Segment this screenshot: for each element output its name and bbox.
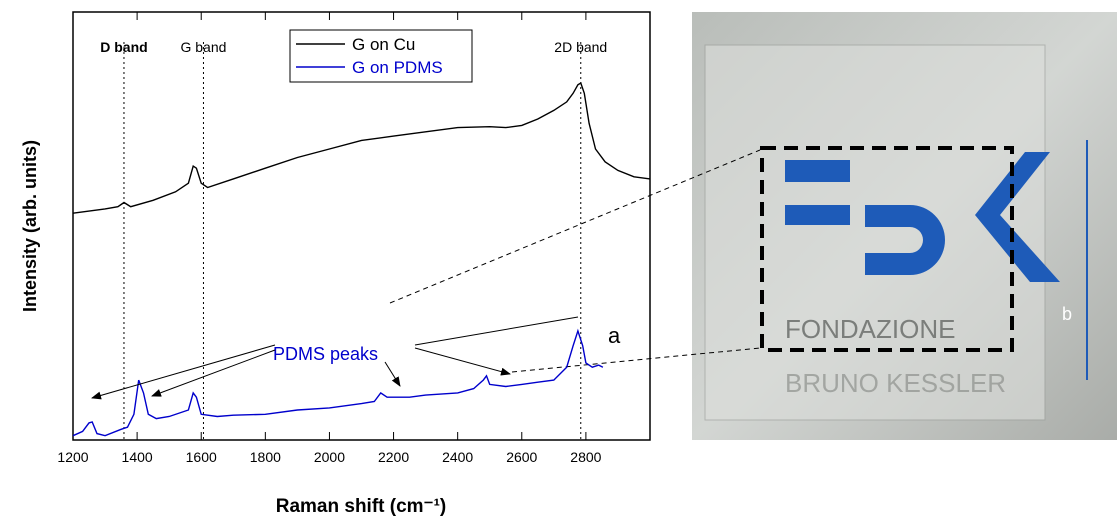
- legend-label: G on Cu: [352, 35, 415, 54]
- connector: [511, 347, 761, 373]
- plot-frame: [72, 11, 651, 441]
- x-tick-label: 1800: [250, 449, 281, 465]
- annotation-arrow: [384, 361, 401, 387]
- annotation: PDMS peaks: [273, 344, 378, 364]
- annotation-line: [414, 316, 579, 346]
- photo-text: FONDAZIONE: [785, 314, 955, 344]
- x-axis-title: Raman shift (cm⁻¹): [276, 496, 447, 517]
- logo-shape: [785, 160, 850, 182]
- plot: 1200 1400 1600 1800 2000 2200 2400 2600 2800 D ba…: [57, 11, 651, 465]
- photo: FONDAZIONE BRUNO KESSLER b: [692, 12, 1117, 440]
- logo-shape: [865, 205, 945, 275]
- series-line: [72, 81, 651, 214]
- x-tick-label: 1200: [57, 449, 88, 465]
- band-label: 2D band: [554, 39, 607, 55]
- x-tick-label: 2000: [314, 449, 345, 465]
- photo-text: BRUNO KESSLER: [785, 368, 1006, 398]
- logo-shape: [975, 152, 1060, 282]
- zoom-box: [760, 146, 1014, 352]
- series-line: [72, 328, 604, 437]
- band-label: G band: [180, 39, 226, 55]
- annotation-arrow: [414, 347, 511, 376]
- x-tick-label: 1600: [186, 449, 217, 465]
- logo-shape: [785, 205, 850, 225]
- legend-label: G on PDMS: [352, 58, 443, 77]
- connector: [389, 149, 761, 304]
- x-tick-label: 2600: [506, 449, 537, 465]
- x-tick-label: 1400: [122, 449, 153, 465]
- y-axis-title: Intensity (arb. units): [20, 140, 40, 312]
- x-tick-label: 2800: [570, 449, 601, 465]
- annotation-arrow: [151, 349, 276, 397]
- x-tick-label: 2400: [442, 449, 473, 465]
- annotation-arrow: [91, 344, 276, 400]
- band-label: D band: [100, 39, 147, 55]
- x-tick-label: 2200: [378, 449, 409, 465]
- legend-box: [289, 29, 473, 83]
- panel-label: b: [1062, 304, 1072, 324]
- panel-label: a: [608, 323, 621, 348]
